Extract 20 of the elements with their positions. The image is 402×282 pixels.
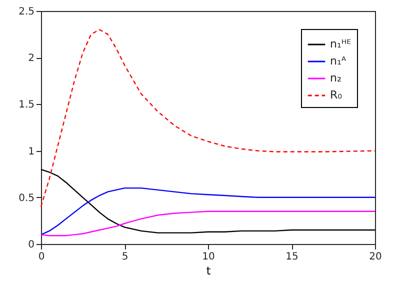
legend-label: n₂ (330, 72, 342, 84)
y-tick-label: 2 (28, 53, 34, 64)
y-tick-label: 0.5 (18, 192, 34, 204)
x-tick-label: 0 (38, 252, 45, 262)
x-tick-label: 10 (202, 252, 215, 262)
y-tick-label: 1 (28, 146, 34, 158)
x-tick-label: 5 (122, 252, 128, 262)
x-tick-label: 20 (369, 252, 382, 262)
line-series (40, 210, 376, 236)
y-tick-label: 0 (28, 240, 34, 250)
x-tick-label: 15 (286, 252, 298, 262)
y-tick-label: 1.5 (18, 100, 34, 111)
x-axis-title: t (206, 264, 212, 278)
line-series (40, 187, 376, 236)
y-tick-label: 2.5 (18, 6, 34, 18)
line-series (40, 168, 376, 234)
legend-label: n₁ᴬ (330, 54, 346, 68)
legend-label: n₁ᴴᴱ (330, 38, 351, 50)
legend-label: R₀ (330, 88, 343, 102)
line-series (40, 29, 376, 208)
